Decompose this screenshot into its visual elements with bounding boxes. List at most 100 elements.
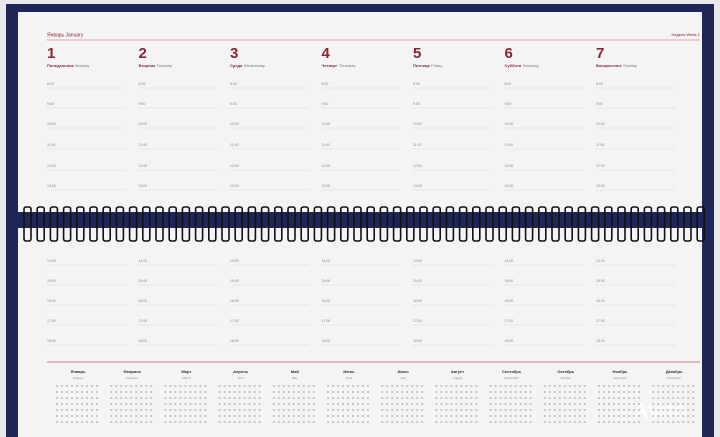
ring (630, 206, 640, 242)
ring-hole (210, 214, 215, 220)
month-en: February (126, 376, 139, 380)
ring-hole (606, 214, 611, 220)
ring (168, 206, 177, 242)
time-label: 17:00 (596, 319, 605, 323)
day-name-ru: Суббота (505, 63, 522, 68)
ring (458, 206, 468, 242)
ring-hole (461, 214, 466, 220)
month-ru: Март (181, 369, 191, 374)
time-label: 15:00 (230, 279, 239, 283)
time-label: 14:00 (505, 259, 514, 263)
ring (392, 206, 402, 242)
ring-hole (65, 214, 70, 220)
time-label: 12:00 (596, 164, 605, 168)
month-ru: Апрель (233, 369, 249, 374)
ring-hole (51, 214, 56, 220)
time-label: 18:00 (505, 339, 514, 343)
day-name-ru: Пятница (413, 63, 431, 68)
ring (313, 206, 323, 242)
day-number: 6 (505, 45, 513, 62)
ring-hole (685, 214, 690, 220)
time-label: 14:00 (413, 259, 422, 263)
ring (432, 206, 442, 242)
time-label: 15:00 (596, 279, 605, 283)
month-ru: Август (451, 369, 464, 374)
ring (419, 206, 428, 242)
ring (194, 206, 204, 242)
month-ru: Октябрь (557, 369, 574, 374)
ring-hole (487, 214, 492, 220)
ring (353, 206, 362, 242)
time-label: 15:00 (322, 279, 331, 283)
ring-hole (513, 214, 518, 220)
time-label: 8:00 (139, 82, 146, 86)
day-name-ru: Четверг (322, 63, 338, 68)
ring-hole (329, 214, 334, 220)
day-name-en: Friday (431, 63, 442, 68)
time-label: 12:00 (413, 164, 422, 168)
time-label: 8:00 (47, 82, 54, 86)
month-en: June (346, 376, 353, 380)
day-number: 1 (47, 45, 55, 62)
ring-hole (183, 214, 188, 220)
ring (221, 206, 230, 242)
time-label: 10:00 (596, 122, 605, 126)
time-label: 15:00 (505, 279, 514, 283)
time-label: 8:00 (505, 82, 512, 86)
ring (287, 206, 296, 242)
month-en: October (560, 376, 571, 380)
ring (260, 206, 270, 242)
ring-hole (249, 214, 254, 220)
day-name-en: Sunday (623, 63, 637, 68)
ring (498, 206, 508, 242)
ring-hole (553, 214, 558, 220)
time-label: 17:00 (47, 319, 56, 323)
month-ru: Сентябрь (502, 369, 522, 374)
ring-hole (78, 214, 83, 220)
time-label: 8:00 (596, 82, 603, 86)
ring-hole (289, 214, 294, 220)
ring (181, 206, 191, 242)
ring (142, 206, 151, 242)
time-label: 11:00 (505, 143, 514, 147)
ring (247, 206, 257, 242)
month-ru: Июнь (343, 369, 355, 374)
time-label: 16:00 (413, 299, 422, 303)
day-name: Пятница Friday (413, 63, 442, 68)
ring-hole (381, 214, 386, 220)
top-page (18, 12, 702, 212)
day-number: 3 (230, 45, 238, 62)
time-label: 9:00 (505, 102, 512, 106)
time-label: 15:00 (139, 279, 148, 283)
day-name: Понедельник Monday (47, 63, 89, 68)
ring-hole (540, 214, 545, 220)
ring (234, 206, 243, 242)
ring (551, 206, 560, 242)
ring (485, 206, 494, 242)
week-label: Неделя Week 1 (671, 32, 700, 37)
time-label: 10:00 (230, 122, 239, 126)
ring-hole (342, 214, 347, 220)
day-name: Суббота Saturday (505, 63, 539, 68)
ring-hole (117, 214, 122, 220)
time-label: 9:00 (230, 102, 237, 106)
ring-hole (197, 214, 202, 220)
ring-hole (632, 214, 637, 220)
ring-hole (447, 214, 452, 220)
time-label: 8:00 (230, 82, 237, 86)
day-name-ru: Понедельник (47, 63, 74, 68)
time-label: 16:00 (230, 299, 239, 303)
time-label: 12:00 (322, 164, 331, 168)
month-ru: Декабрь (666, 369, 683, 374)
time-label: 13:00 (322, 184, 331, 188)
ring-hole (144, 214, 149, 220)
ring-hole (131, 214, 136, 220)
ring-hole (104, 214, 109, 220)
time-label: 12:00 (505, 164, 514, 168)
time-label: 17:00 (230, 319, 239, 323)
ring-hole (645, 214, 650, 220)
ring (590, 206, 600, 242)
day-number: 2 (139, 45, 147, 62)
ring-hole (474, 214, 479, 220)
